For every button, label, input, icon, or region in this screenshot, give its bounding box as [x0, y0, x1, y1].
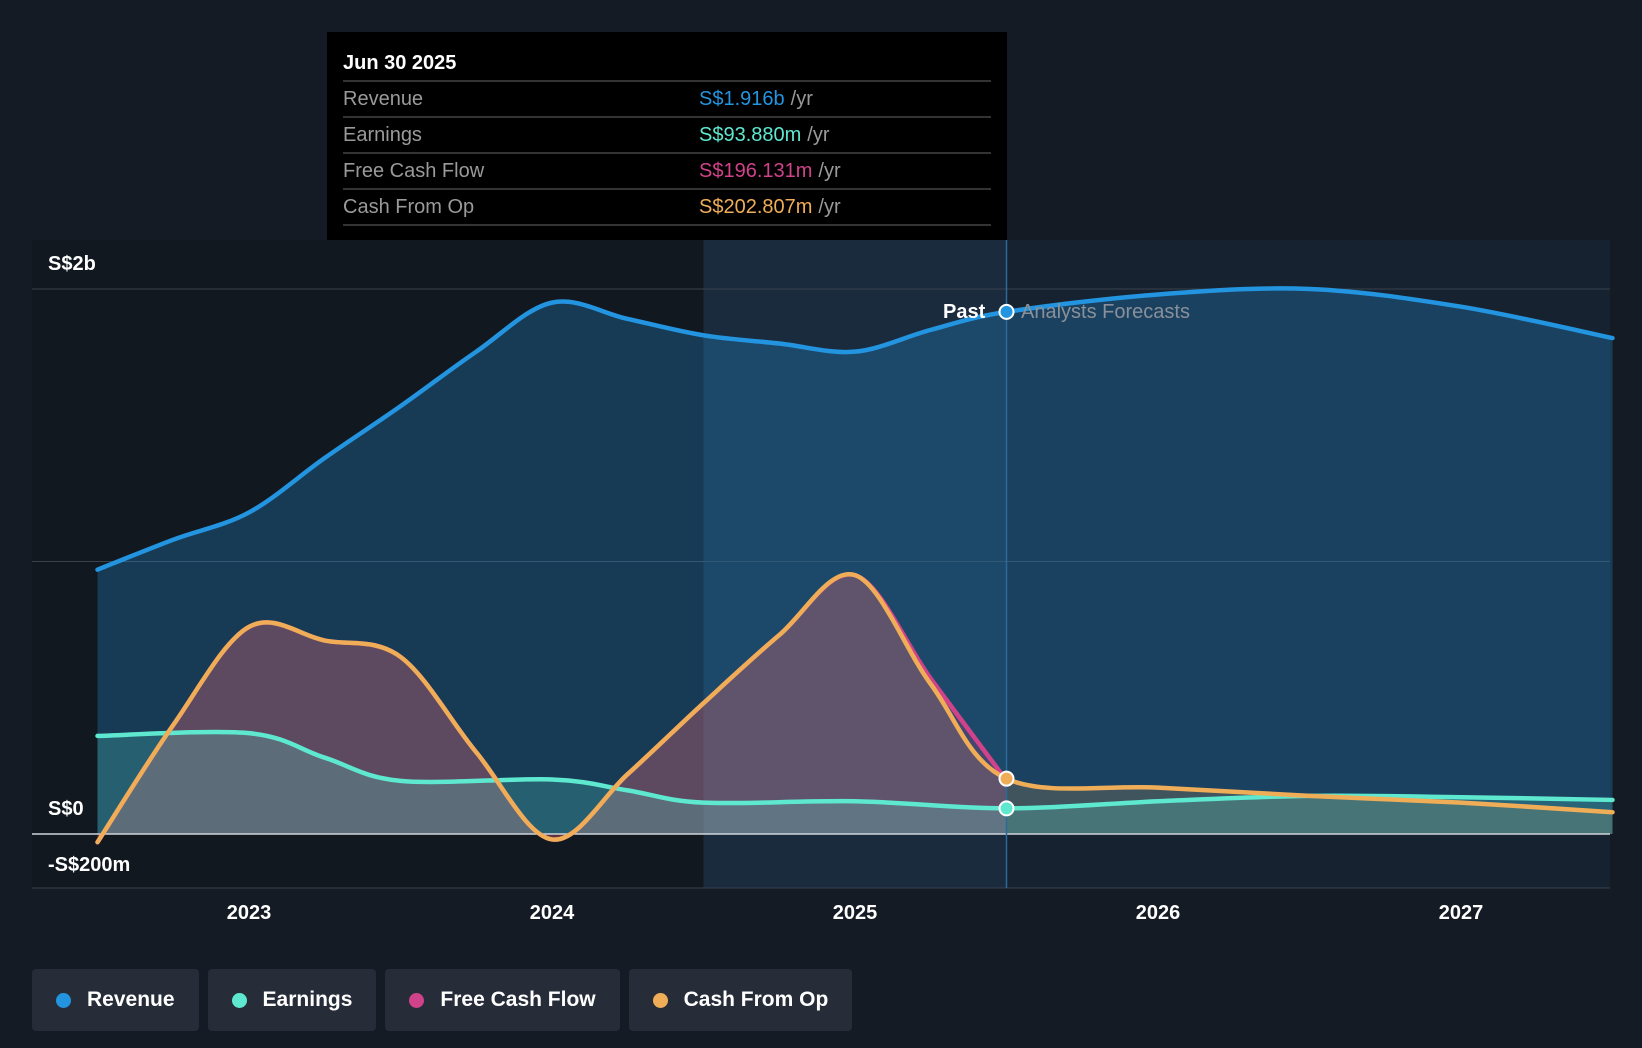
tooltip-label: Earnings	[343, 124, 422, 146]
line-cash-from-op	[95, 571, 1615, 845]
tooltip-row-revenue: Revenue S$1.916b/yr	[343, 82, 991, 118]
fcf-dot-icon	[409, 992, 425, 1008]
highlight-region	[703, 240, 1007, 888]
revenue-dot-icon	[56, 992, 71, 1008]
tooltip-date: Jun 30 2025	[343, 46, 991, 82]
marker-revenue	[998, 303, 1015, 320]
legend-label: Cash From Op	[683, 988, 829, 1011]
marker-earnings	[998, 800, 1015, 817]
tooltip-row-earnings: Earnings S$93.880m/yr	[343, 118, 991, 154]
x-tick-label: 2023	[226, 902, 272, 924]
earnings-dot-icon	[231, 992, 247, 1008]
legend-revenue[interactable]: Revenue	[32, 969, 199, 1031]
tooltip-value: S$196.131m	[699, 160, 813, 182]
area-cash-from-op	[97, 574, 1613, 843]
x-tick-label: 2026	[1135, 902, 1181, 924]
x-tick-label: 2024	[529, 902, 575, 924]
x-tick-label: 2025	[832, 902, 878, 924]
line-revenue	[95, 286, 1615, 572]
tooltip-row-cfo: Cash From Op S$202.807m/yr	[343, 190, 991, 226]
y-tick-label: S$2b	[48, 253, 96, 275]
y-tick-label: S$0	[48, 798, 84, 820]
tooltip-unit: /yr	[818, 160, 841, 182]
x-tick-label: 2027	[1438, 902, 1484, 924]
tooltip-label: Revenue	[343, 88, 424, 110]
tooltip-unit: /yr	[807, 124, 830, 146]
tooltip-unit: /yr	[790, 88, 813, 110]
tooltip-label: Free Cash Flow	[343, 160, 485, 182]
legend-earnings[interactable]: Earnings	[207, 969, 377, 1031]
cfo-dot-icon	[652, 992, 668, 1008]
tooltip-value: S$93.880m	[699, 124, 802, 146]
area-revenue	[97, 288, 1613, 835]
forecast-region	[1006, 240, 1610, 888]
legend-free-cash-flow[interactable]: Free Cash Flow	[385, 969, 620, 1031]
tooltip-unit: /yr	[818, 196, 841, 218]
tooltip: Jun 30 2025 Revenue S$1.916b/yr Earnings S…	[327, 32, 1007, 240]
legend-cash-from-op[interactable]: Cash From Op	[628, 969, 853, 1031]
legend-label: Earnings	[262, 988, 353, 1011]
legend-label: Revenue	[87, 988, 175, 1011]
marker-cash-from-op	[998, 770, 1015, 787]
tooltip-row-fcf: Free Cash Flow S$196.131m/yr	[343, 154, 991, 190]
tooltip-value: S$202.807m	[699, 196, 813, 218]
area-earnings	[97, 731, 1613, 834]
past-label: Past	[943, 301, 986, 323]
tooltip-label: Cash From Op	[343, 196, 475, 218]
legend: Revenue Earnings Free Cash Flow Cash Fro…	[32, 969, 853, 1031]
legend-label: Free Cash Flow	[440, 988, 596, 1011]
forecast-label: Analysts Forecasts	[1021, 301, 1190, 323]
y-tick-label: -S$200m	[48, 854, 131, 876]
past-region	[32, 240, 704, 888]
tooltip-value: S$1.916b	[699, 88, 785, 110]
